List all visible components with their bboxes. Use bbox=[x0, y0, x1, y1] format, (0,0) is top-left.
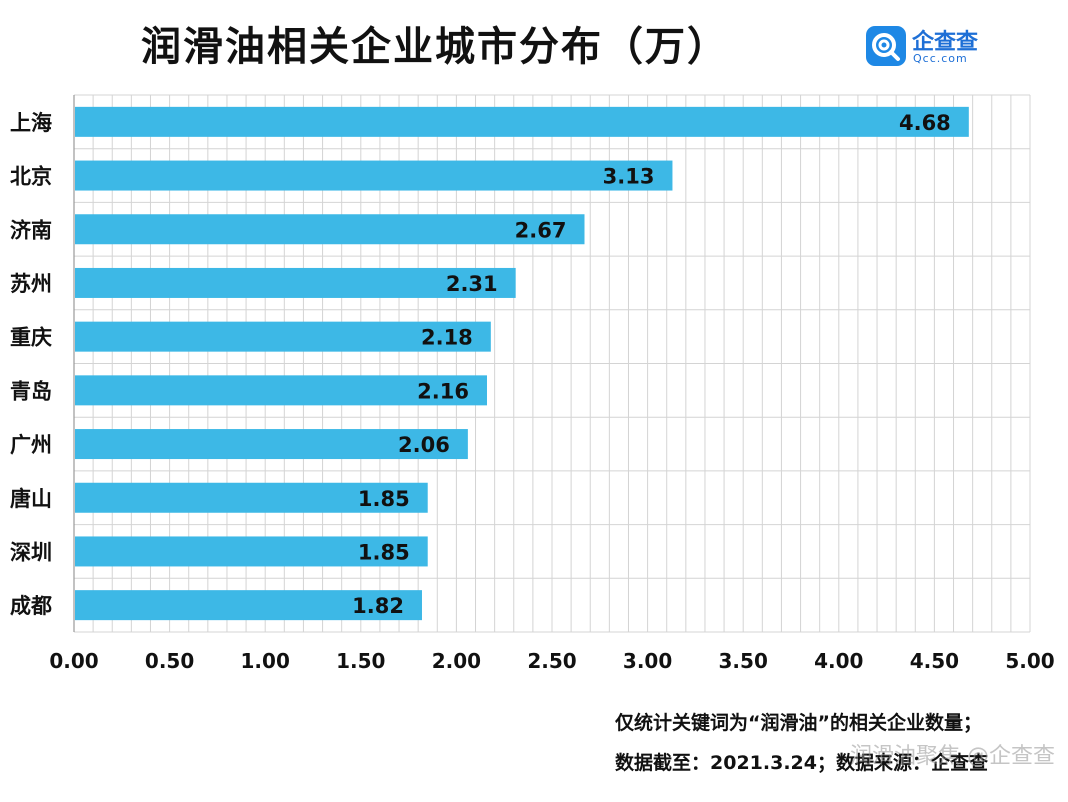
category-label: 上海 bbox=[10, 111, 52, 135]
category-label: 成都 bbox=[10, 594, 52, 618]
bar bbox=[75, 321, 491, 352]
value-label: 2.16 bbox=[417, 379, 469, 403]
bar bbox=[75, 429, 468, 460]
logo-name: 企查查 bbox=[912, 30, 979, 55]
logo-subtitle: Qcc.com bbox=[913, 52, 968, 65]
value-label: 1.85 bbox=[358, 487, 410, 511]
x-tick-label: 2.00 bbox=[432, 649, 481, 673]
value-label: 2.31 bbox=[446, 272, 498, 296]
value-label: 2.18 bbox=[421, 326, 473, 350]
value-label: 1.85 bbox=[358, 540, 410, 564]
category-label: 广州 bbox=[10, 433, 52, 457]
bar bbox=[75, 214, 585, 245]
category-label: 青岛 bbox=[10, 379, 52, 403]
category-label: 济南 bbox=[10, 218, 52, 242]
footnote-source: 数据截至：2021.3.24；数据来源：企查查 bbox=[615, 752, 988, 774]
value-label: 2.67 bbox=[515, 218, 567, 242]
footnote-scope: 仅统计关键词为“润滑油”的相关企业数量； bbox=[615, 712, 982, 734]
chart-title: 润滑油相关企业城市分布（万） bbox=[141, 24, 729, 70]
category-label: 北京 bbox=[10, 165, 52, 189]
qcc-logo-icon bbox=[866, 26, 906, 66]
x-tick-label: 3.50 bbox=[719, 649, 768, 673]
brand-logo: 企查查 Qcc.com bbox=[866, 26, 996, 70]
value-label: 3.13 bbox=[603, 165, 655, 189]
bar bbox=[75, 536, 428, 567]
bar bbox=[75, 106, 969, 137]
bar bbox=[75, 375, 487, 406]
category-label: 深圳 bbox=[10, 540, 52, 564]
bar bbox=[75, 267, 516, 298]
bar bbox=[75, 482, 428, 513]
x-tick-label: 1.00 bbox=[241, 649, 290, 673]
category-label: 苏州 bbox=[10, 272, 52, 296]
value-label: 1.82 bbox=[352, 594, 404, 618]
value-label: 4.68 bbox=[899, 111, 951, 135]
x-tick-label: 3.00 bbox=[623, 649, 672, 673]
watermark: 润滑油聚焦 @企查查 bbox=[850, 744, 1055, 769]
x-tick-label: 1.50 bbox=[336, 649, 385, 673]
bar-chart: 上海 4.68 北京 3.13 济南 2.67 苏州 2.31 重庆 2.18 青岛 2.16 广州 2.… bbox=[10, 94, 1055, 673]
bar bbox=[75, 160, 673, 191]
value-label: 2.06 bbox=[398, 433, 450, 457]
x-tick-label: 0.00 bbox=[49, 649, 98, 673]
x-tick-label: 2.50 bbox=[527, 649, 576, 673]
bar bbox=[75, 590, 422, 621]
x-tick-label: 4.00 bbox=[814, 649, 863, 673]
x-tick-label: 4.50 bbox=[910, 649, 959, 673]
category-label: 唐山 bbox=[10, 487, 52, 511]
x-tick-label: 5.00 bbox=[1005, 649, 1054, 673]
category-label: 重庆 bbox=[10, 326, 52, 350]
x-tick-label: 0.50 bbox=[145, 649, 194, 673]
